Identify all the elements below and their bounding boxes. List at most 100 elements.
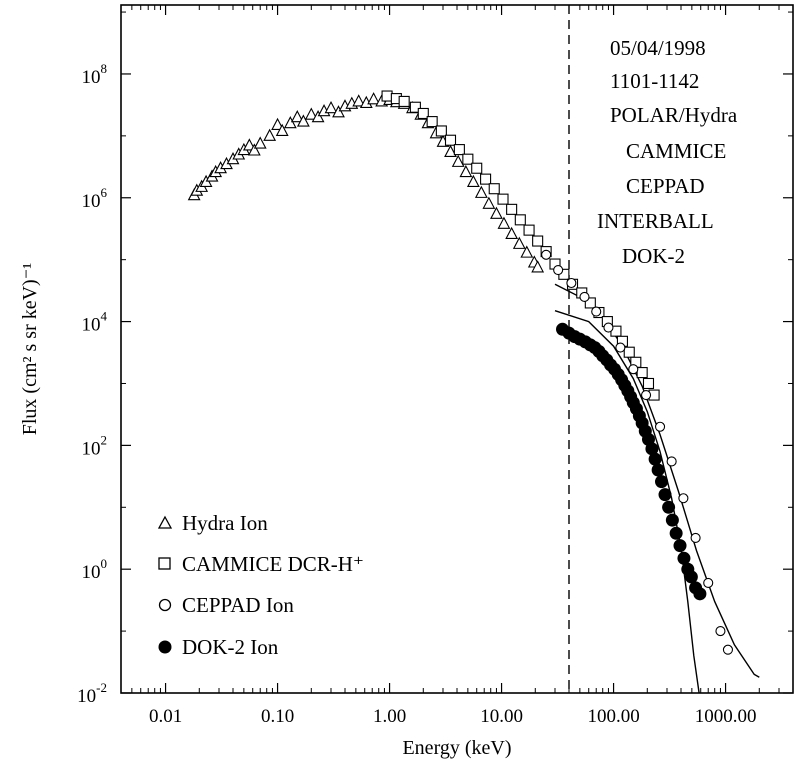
- hydra-point: [531, 260, 545, 273]
- cammice-point: [523, 224, 535, 236]
- x-tick-label: 10.00: [480, 706, 523, 727]
- x-tick-label: 1000.00: [695, 706, 757, 727]
- legend: Hydra Ion CAMMICE DCR-H⁺ CEPPAD Ion DOK-…: [157, 511, 364, 659]
- hydra-point: [466, 174, 480, 188]
- hydra-point: [253, 136, 267, 149]
- cammice-point: [506, 203, 518, 215]
- hydra-point: [505, 226, 519, 240]
- legend-item-ceppad: CEPPAD Ion: [158, 593, 294, 617]
- y-tick-label: 10-2: [77, 680, 107, 707]
- legend-item-dok2: DOK-2 Ion: [158, 635, 279, 659]
- ceppad-point: [553, 264, 564, 276]
- x-tick-label: 100.00: [587, 706, 639, 727]
- annotation-instrument-2: CAMMICE: [626, 139, 726, 163]
- y-tick-label: 108: [82, 61, 108, 88]
- hydra-point: [242, 138, 256, 151]
- hydra-point: [263, 128, 277, 141]
- legend-item-hydra: Hydra Ion: [157, 511, 268, 535]
- cammice-point: [435, 125, 447, 137]
- annotation-time: 1101-1142: [610, 69, 699, 93]
- annotation-instrument-5: DOK-2: [622, 244, 685, 268]
- ceppad-point: [690, 532, 701, 543]
- data-series: [187, 90, 733, 655]
- cammice-point: [417, 107, 429, 120]
- hydra-point: [324, 100, 338, 114]
- annotation-instrument-4: INTERBALL: [597, 209, 714, 233]
- hydra-point: [474, 185, 488, 198]
- ceppad-point: [703, 577, 714, 588]
- dok2-point: [693, 587, 707, 601]
- hydra-point: [290, 110, 304, 123]
- cammice-point: [398, 95, 410, 107]
- x-tick-label: 0.10: [261, 706, 294, 727]
- hydra-point: [304, 107, 318, 120]
- hydra-point: [311, 110, 325, 123]
- dok2-point: [658, 488, 672, 502]
- ceppad-point: [615, 342, 626, 353]
- ceppad-point: [579, 291, 590, 302]
- hydra-point: [451, 154, 465, 167]
- ceppad-point: [566, 277, 577, 289]
- series-circle-filled: [556, 322, 707, 601]
- dok2-point: [669, 526, 683, 540]
- legend-label-cammice: CAMMICE DCR-H⁺: [182, 552, 364, 576]
- dok2-point: [655, 475, 669, 489]
- legend-label-ceppad: CEPPAD Ion: [182, 593, 294, 617]
- cammice-point: [480, 173, 492, 185]
- hydra-point: [275, 123, 289, 137]
- cammice-point: [462, 153, 474, 165]
- open-circle-marker-icon: [158, 598, 172, 612]
- cammice-point: [642, 377, 655, 390]
- hydra-point: [459, 164, 473, 178]
- filled-circle-marker-icon: [158, 640, 172, 654]
- x-tick-label: 0.01: [149, 706, 182, 727]
- ceppad-point: [628, 364, 639, 375]
- ceppad-point: [654, 421, 666, 432]
- dok2-point: [677, 551, 691, 565]
- hydra-point: [444, 144, 457, 157]
- y-tick-labels: 108 106 104 102 100 10-2: [77, 61, 107, 707]
- hydra-point: [271, 117, 284, 131]
- fit-curve: [554, 310, 700, 694]
- x-tick-labels: 0.01 0.10 1.00 10.00 100.00 1000.00: [149, 706, 757, 727]
- ceppad-point: [541, 249, 552, 260]
- dok2-point: [662, 500, 676, 514]
- hydra-point: [247, 143, 261, 156]
- cammice-point: [409, 101, 421, 113]
- legend-item-cammice: CAMMICE DCR-H⁺: [158, 552, 364, 576]
- cammice-point: [514, 214, 526, 226]
- cammice-point: [497, 193, 509, 205]
- annotation-date: 05/04/1998: [610, 36, 706, 60]
- hydra-point: [482, 196, 496, 209]
- dok2-point: [645, 442, 659, 456]
- dok2-point: [651, 463, 665, 477]
- hydra-point: [520, 245, 534, 258]
- cammice-point: [488, 183, 500, 195]
- y-tick-label: 104: [82, 309, 108, 336]
- hydra-point: [367, 92, 380, 105]
- triangle-marker-icon: [157, 515, 173, 529]
- hydra-point: [332, 105, 345, 118]
- ceppad-point: [641, 390, 652, 401]
- annotation-instrument-1: POLAR/Hydra: [610, 103, 738, 127]
- series-circle-open: [541, 249, 733, 655]
- cammice-point: [444, 134, 457, 146]
- hydra-point: [283, 116, 297, 129]
- dok2-point: [665, 513, 679, 527]
- dok2-point: [684, 570, 698, 584]
- annotation-instrument-3: CEPPAD: [626, 174, 705, 198]
- hydra-point: [296, 114, 310, 127]
- y-tick-label: 102: [82, 432, 108, 459]
- cammice-point: [426, 116, 438, 128]
- cammice-point: [453, 144, 465, 156]
- cammice-point: [471, 162, 483, 174]
- ceppad-point: [678, 493, 689, 504]
- ceppad-point: [715, 626, 726, 637]
- ceppad-point: [722, 644, 733, 655]
- axis-ticks: [121, 5, 793, 694]
- legend-label-hydra: Hydra Ion: [182, 511, 268, 535]
- y-tick-label: 106: [82, 185, 108, 212]
- hydra-point: [512, 236, 526, 249]
- cammice-point: [636, 367, 648, 379]
